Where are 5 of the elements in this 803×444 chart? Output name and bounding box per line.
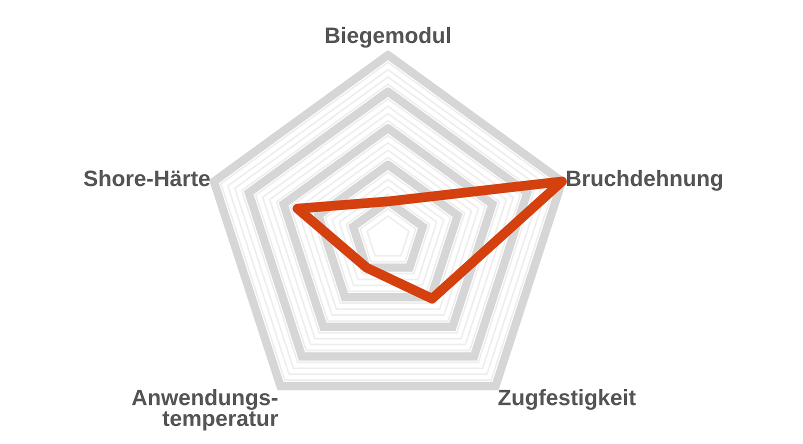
spoke-label: Biegemodul (326, 26, 450, 48)
spoke-label: Anwendungs- temperatur (132, 389, 278, 431)
spoke-label: Bruchdehnung (567, 170, 722, 191)
spoke-label: Zugfestigkeit (498, 389, 636, 410)
spoke-label: Shore-Härte (84, 170, 210, 186)
